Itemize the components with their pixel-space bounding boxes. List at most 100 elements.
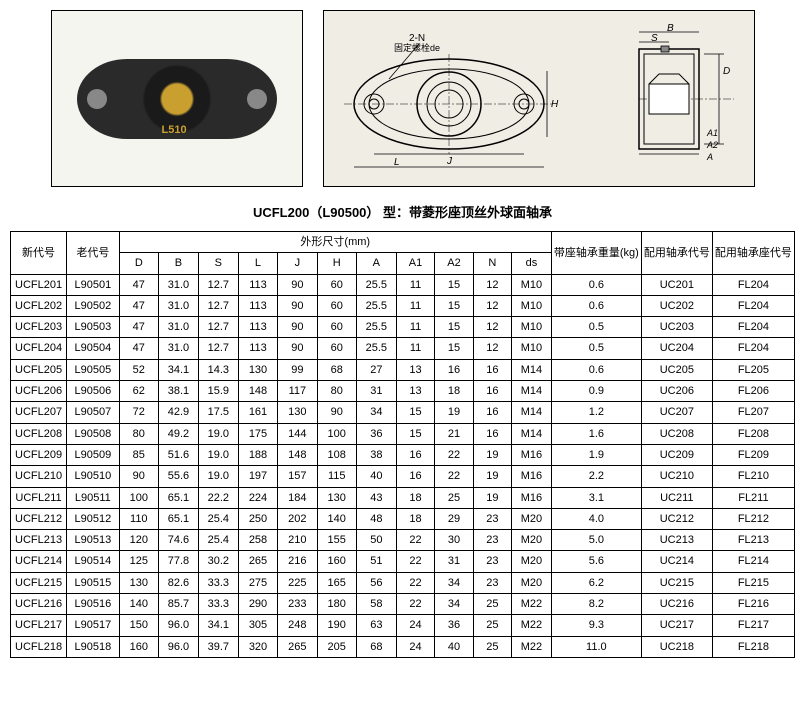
label-L: L [394,157,400,168]
cell-A1: 24 [396,615,434,636]
th-N: N [473,253,511,274]
table-row: UCFL218L9051816096.039.73202652056824402… [11,636,795,657]
cell-J: 216 [278,551,317,572]
cell-new: UCFL214 [11,551,67,572]
table-row: UCFL216L9051614085.733.32902331805822342… [11,594,795,615]
cell-B: 65.1 [158,487,198,508]
cell-B: 31.0 [158,317,198,338]
cell-new: UCFL211 [11,487,67,508]
cell-A: 25.5 [356,338,396,359]
cell-L: 113 [238,317,277,338]
cell-H: 68 [317,359,356,380]
cell-B: 31.0 [158,274,198,295]
cell-A1: 18 [396,487,434,508]
cell-A: 25.5 [356,295,396,316]
cell-J: 90 [278,274,317,295]
cell-A: 56 [356,572,396,593]
cell-B: 31.0 [158,295,198,316]
cell-new: UCFL206 [11,381,67,402]
cell-A1: 15 [396,402,434,423]
cell-L: 224 [238,487,277,508]
cell-A1: 22 [396,572,434,593]
cell-wt: 1.2 [551,402,641,423]
th-B: B [158,253,198,274]
cell-A1: 11 [396,338,434,359]
th-new-code: 新代号 [11,232,67,275]
cell-wt: 5.0 [551,530,641,551]
cell-bear: UC209 [641,444,712,465]
cell-A1: 13 [396,381,434,402]
cell-bear: UC211 [641,487,712,508]
th-ds: ds [511,253,551,274]
cell-H: 60 [317,338,356,359]
cell-seat: FL204 [712,274,794,295]
cell-old: L90503 [67,317,120,338]
cell-seat: FL210 [712,466,794,487]
cell-A: 31 [356,381,396,402]
cell-N: 19 [473,487,511,508]
cell-seat: FL208 [712,423,794,444]
table-row: UCFL205L905055234.114.3130996827131616M1… [11,359,795,380]
cell-N: 25 [473,636,511,657]
cell-old: L90516 [67,594,120,615]
spec-table: 新代号 老代号 外形尺寸(mm) 带座轴承重量(kg) 配用轴承代号 配用轴承座… [10,231,795,658]
product-title: UCFL200（L90500） 型：带菱形座顶丝外球面轴承 [10,202,795,221]
cell-D: 80 [119,423,158,444]
diagram-side-view: B S D A1 A2 A [589,24,739,174]
cell-A2: 15 [435,295,473,316]
cell-ds: M16 [511,444,551,465]
cell-S: 30.2 [198,551,238,572]
cell-new: UCFL209 [11,444,67,465]
cell-A2: 18 [435,381,473,402]
table-row: UCFL208L905088049.219.017514410036152116… [11,423,795,444]
cell-A1: 13 [396,359,434,380]
label-A2: A2 [706,140,718,150]
cell-D: 120 [119,530,158,551]
cell-old: L90512 [67,508,120,529]
cell-B: 96.0 [158,636,198,657]
cell-wt: 0.9 [551,381,641,402]
cell-S: 33.3 [198,572,238,593]
cell-wt: 3.1 [551,487,641,508]
cell-bear: UC215 [641,572,712,593]
cell-ds: M10 [511,274,551,295]
th-seat-code: 配用轴承座代号 [712,232,794,275]
cell-N: 23 [473,551,511,572]
diagram-front-view: 2-N 固定螺栓de J L H [339,29,559,169]
cell-S: 22.2 [198,487,238,508]
label-J: J [446,156,453,167]
cell-D: 52 [119,359,158,380]
cell-B: 77.8 [158,551,198,572]
cell-bear: UC206 [641,381,712,402]
cell-seat: FL218 [712,636,794,657]
cell-J: 248 [278,615,317,636]
cell-B: 34.1 [158,359,198,380]
cell-L: 320 [238,636,277,657]
cell-seat: FL212 [712,508,794,529]
cell-L: 148 [238,381,277,402]
cell-A2: 31 [435,551,473,572]
cell-B: 42.9 [158,402,198,423]
cell-N: 12 [473,338,511,359]
cell-old: L90510 [67,466,120,487]
cell-ds: M20 [511,551,551,572]
th-D: D [119,253,158,274]
cell-D: 62 [119,381,158,402]
cell-S: 17.5 [198,402,238,423]
cell-D: 47 [119,317,158,338]
cell-old: L90511 [67,487,120,508]
cell-H: 130 [317,487,356,508]
label-S: S [651,33,658,44]
cell-H: 100 [317,423,356,444]
cell-new: UCFL216 [11,594,67,615]
cell-ds: M14 [511,402,551,423]
cell-H: 80 [317,381,356,402]
cell-new: UCFL217 [11,615,67,636]
cell-A2: 21 [435,423,473,444]
cell-wt: 2.2 [551,466,641,487]
cell-N: 16 [473,402,511,423]
cell-D: 85 [119,444,158,465]
cell-A1: 22 [396,594,434,615]
cell-ds: M10 [511,295,551,316]
cell-D: 125 [119,551,158,572]
